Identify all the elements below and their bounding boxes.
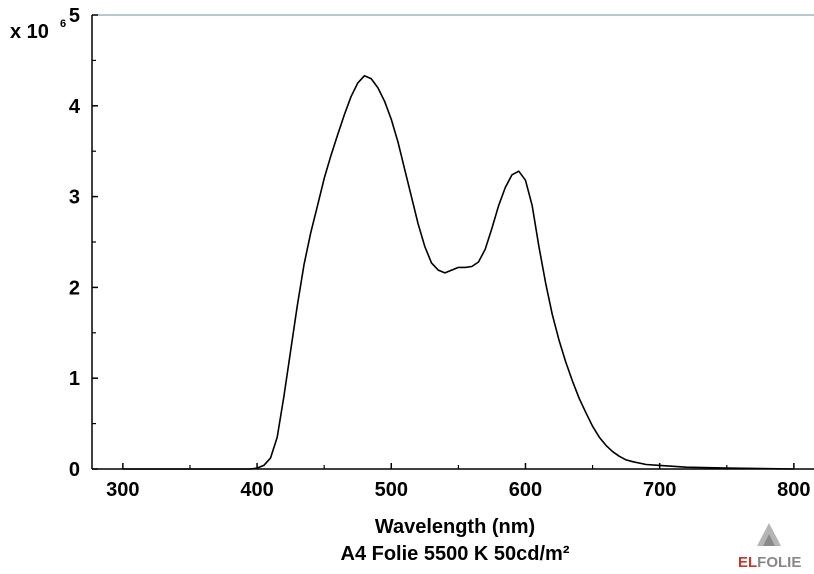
y-scale-label: x 10 — [10, 21, 49, 43]
x-tick-label: 800 — [777, 479, 810, 501]
x-ticks: 300 400 500 600 700 800 — [106, 463, 811, 501]
x-tick-label: 500 — [375, 479, 408, 501]
logo-wordmark: ELFOLIE — [738, 554, 801, 571]
x-tick-label: 700 — [643, 479, 676, 501]
chart-caption: A4 Folie 5500 K 50cd/m² — [341, 543, 570, 565]
x-tick-label: 600 — [509, 479, 542, 501]
y-tick-label: 1 — [69, 368, 80, 390]
elfolie-logo: ELFOLIE — [738, 523, 801, 571]
y-tick-label: 5 — [69, 5, 80, 27]
y-tick-label: 4 — [69, 96, 81, 118]
plot-frame — [91, 14, 814, 470]
x-tick-label: 300 — [106, 479, 139, 501]
y-scale-factor: x 10 6 — [10, 18, 66, 43]
x-tick-label: 400 — [240, 479, 273, 501]
logo-el-text: EL — [738, 554, 757, 571]
y-tick-label: 3 — [69, 187, 80, 209]
y-scale-exponent: 6 — [60, 18, 66, 30]
spectrum-curve — [122, 75, 794, 470]
y-ticks: 0 1 2 3 4 5 — [69, 5, 98, 481]
logo-triangle-shade-icon — [763, 534, 775, 546]
logo-folie-text: FOLIE — [757, 554, 801, 571]
x-axis-title: Wavelength (nm) — [375, 516, 535, 538]
y-tick-label: 2 — [69, 277, 80, 299]
y-tick-label: 0 — [69, 459, 80, 481]
